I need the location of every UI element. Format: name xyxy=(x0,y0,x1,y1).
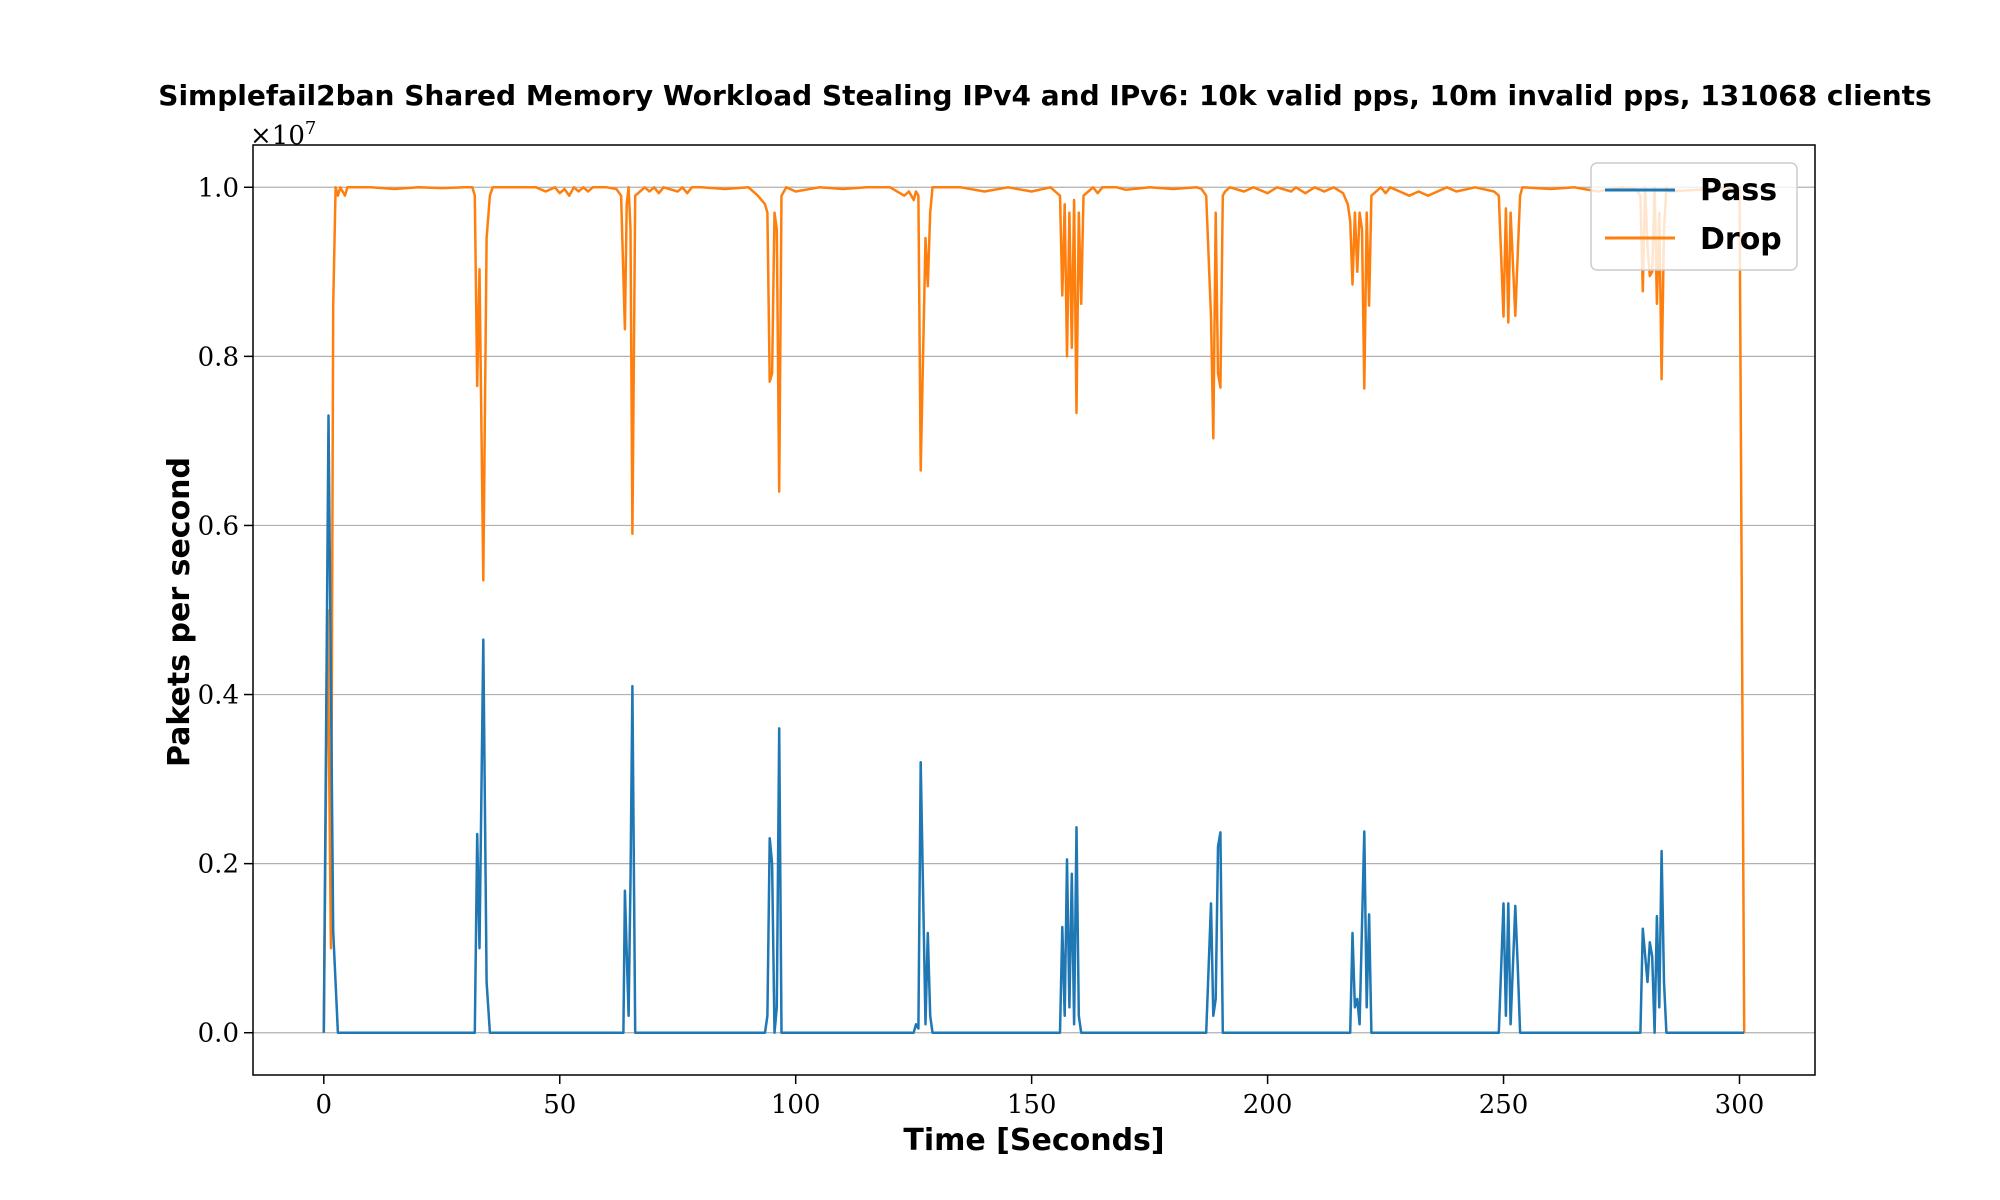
x-tick-label: 150 xyxy=(1007,1090,1057,1120)
chart-title: Simplefail2ban Shared Memory Workload St… xyxy=(158,79,1931,112)
y-tick-label: 1.0 xyxy=(198,173,239,203)
x-ticks: 0 50 100 150 200 250 300 xyxy=(316,1075,1765,1120)
x-tick-label: 300 xyxy=(1715,1090,1765,1120)
x-axis-label: Time [Seconds] xyxy=(903,1123,1164,1158)
x-tick-label: 250 xyxy=(1479,1090,1529,1120)
series-line-pass xyxy=(322,414,1745,1034)
y-multiplier-base: ×10 xyxy=(250,121,305,151)
y-ticks: 0.0 0.2 0.4 0.6 0.8 1.0 xyxy=(198,173,253,1049)
series-lines xyxy=(322,186,1746,1034)
legend-label-drop: Drop xyxy=(1700,222,1782,257)
y-axis-label: Pakets per second xyxy=(162,457,197,767)
plot-frame xyxy=(252,144,1816,1076)
y-tick-label: 0.6 xyxy=(198,511,239,541)
series-line-drop xyxy=(322,186,1746,1033)
x-tick-label: 0 xyxy=(316,1090,333,1120)
legend: Pass Drop xyxy=(1590,162,1798,271)
legend-label-pass: Pass xyxy=(1700,173,1777,208)
y-multiplier: ×107 xyxy=(250,118,316,151)
x-tick-label: 200 xyxy=(1243,1090,1293,1120)
y-multiplier-exp: 7 xyxy=(305,118,316,139)
x-tick-label: 50 xyxy=(543,1090,576,1120)
x-tick-label: 100 xyxy=(771,1090,821,1120)
y-tick-label: 0.2 xyxy=(198,850,239,880)
y-tick-label: 0.8 xyxy=(198,342,239,372)
grid xyxy=(253,186,1815,1034)
y-tick-label: 0.0 xyxy=(198,1019,239,1049)
y-tick-label: 0.4 xyxy=(198,681,239,711)
